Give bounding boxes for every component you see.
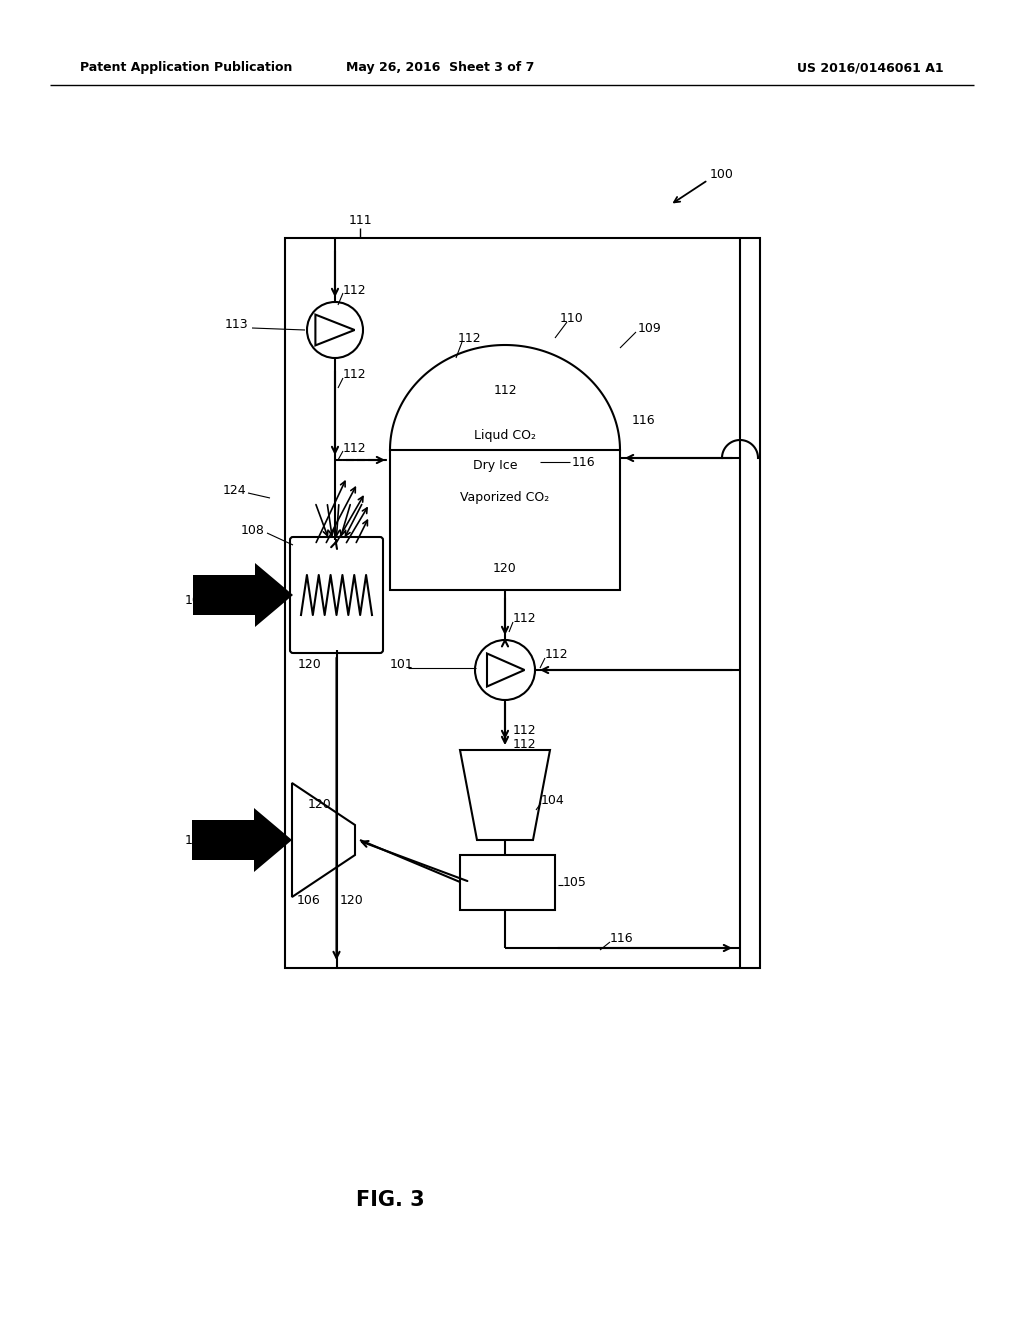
Polygon shape — [193, 564, 293, 627]
Text: 112: 112 — [343, 368, 367, 381]
Text: Liqud CO₂: Liqud CO₂ — [474, 429, 536, 441]
Text: 101: 101 — [390, 659, 414, 672]
Text: 109: 109 — [638, 322, 662, 334]
Text: 113: 113 — [224, 318, 248, 331]
Text: Dry Ice: Dry Ice — [473, 458, 517, 471]
Text: 112: 112 — [513, 738, 537, 751]
Text: May 26, 2016  Sheet 3 of 7: May 26, 2016 Sheet 3 of 7 — [346, 62, 535, 74]
Text: Patent Application Publication: Patent Application Publication — [80, 62, 293, 74]
Text: 102: 102 — [185, 833, 209, 846]
Text: 110: 110 — [560, 312, 584, 325]
Text: US 2016/0146061 A1: US 2016/0146061 A1 — [798, 62, 944, 74]
Bar — [390, 450, 620, 590]
Text: 112: 112 — [343, 284, 367, 297]
Text: 120: 120 — [298, 659, 322, 672]
Text: 116: 116 — [610, 932, 634, 945]
Text: 111: 111 — [348, 214, 372, 227]
Text: 120: 120 — [340, 894, 364, 907]
Text: FIG. 3: FIG. 3 — [355, 1191, 424, 1210]
Text: 108: 108 — [241, 524, 265, 536]
Text: 124: 124 — [222, 483, 246, 496]
Text: Vaporized CO₂: Vaporized CO₂ — [461, 491, 550, 504]
Polygon shape — [193, 808, 292, 873]
Text: 112: 112 — [513, 611, 537, 624]
Text: 112: 112 — [513, 723, 537, 737]
Text: 116: 116 — [632, 413, 655, 426]
Text: 106: 106 — [297, 894, 321, 907]
Text: 105: 105 — [563, 875, 587, 888]
Text: 116: 116 — [572, 455, 596, 469]
Text: 100: 100 — [710, 169, 734, 181]
Text: 102: 102 — [185, 594, 209, 606]
Text: 120: 120 — [494, 561, 517, 574]
Text: 112: 112 — [545, 648, 568, 661]
Text: 112: 112 — [343, 441, 367, 454]
Text: 112: 112 — [494, 384, 517, 396]
Bar — [285, 238, 760, 968]
Bar — [460, 855, 555, 909]
Text: 104: 104 — [541, 793, 565, 807]
Text: 120: 120 — [308, 799, 332, 812]
Text: 112: 112 — [458, 331, 481, 345]
